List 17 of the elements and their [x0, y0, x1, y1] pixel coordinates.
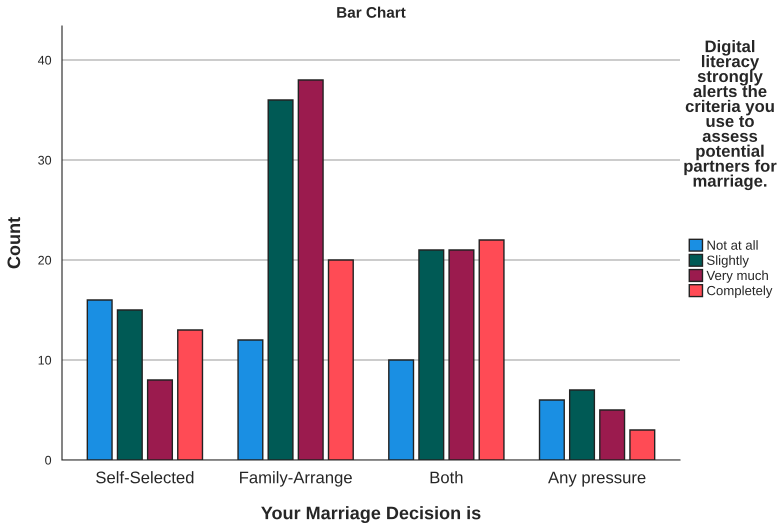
y-tick-label: 40: [38, 56, 52, 65]
x-tick-label: Any pressure: [548, 472, 646, 487]
legend-label: Not at all: [708, 240, 758, 250]
x-tick-label: Both: [430, 471, 462, 484]
y-tick-label: 0: [45, 456, 52, 465]
legend-label: Very much: [706, 270, 768, 283]
x-tick-label: Family-Arrange: [240, 471, 352, 487]
y-axis-title: Count: [7, 217, 20, 268]
y-tick-label: 30: [38, 156, 52, 165]
y-tick-label: 20: [38, 256, 52, 265]
legend-label: Slightly: [707, 255, 749, 268]
chart-title: Bar Chart: [337, 6, 406, 18]
legend-label: Completely: [707, 286, 772, 298]
x-tick-label: Self-Selected: [96, 471, 194, 484]
x-axis-title: Your Marriage Decision is: [261, 506, 480, 523]
text: Digital literacy strongly alerts the criteria you use to assess potential partners for marriage.: [684, 40, 777, 190]
y-tick-label: 10: [38, 356, 52, 365]
